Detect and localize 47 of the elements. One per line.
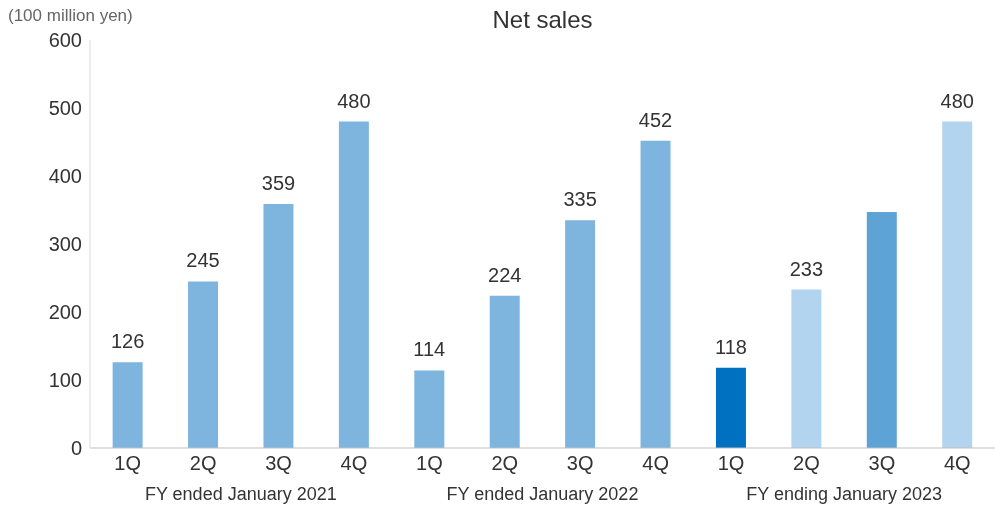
- data-label: 224: [488, 263, 522, 286]
- bar: [942, 121, 973, 448]
- data-label: 118: [715, 335, 747, 358]
- x-tick-label: 1Q: [717, 452, 745, 475]
- data-label: 452: [638, 108, 673, 131]
- bar: [640, 140, 671, 448]
- bar: [112, 362, 143, 448]
- y-tick-label: 300: [48, 233, 82, 256]
- x-tick-label: 3Q: [566, 452, 594, 475]
- data-label: 480: [337, 89, 371, 112]
- x-tick-label: 3Q: [868, 452, 896, 475]
- y-tick-label: 0: [70, 437, 82, 460]
- bar: [188, 281, 219, 448]
- x-tick-label: 2Q: [491, 452, 519, 475]
- bar: [338, 121, 369, 448]
- y-tick-label: 100: [48, 369, 82, 392]
- bar: [565, 220, 596, 448]
- bar: [489, 295, 520, 448]
- text: FY ended January 2022: [445, 484, 640, 505]
- bar: [866, 212, 897, 448]
- data-label: 359: [261, 171, 296, 194]
- y-axis-title: (100 million yen): [8, 6, 133, 26]
- y-tick-label: 200: [48, 301, 82, 324]
- x-tick-label: 2Q: [189, 452, 217, 475]
- data-label: 126: [110, 330, 145, 353]
- x-tick-label: 4Q: [943, 452, 971, 475]
- data-label: 480: [940, 89, 974, 112]
- chart-title: Net sales: [492, 6, 593, 33]
- data-label: 114: [413, 338, 446, 361]
- y-tick-label: 500: [48, 97, 82, 120]
- y-tick-label: 400: [48, 165, 82, 188]
- data-label: 233: [789, 257, 824, 280]
- data-label: 335: [563, 188, 597, 211]
- text: FY ended January 2021: [143, 484, 338, 505]
- bar: [715, 367, 746, 448]
- x-tick-label: 4Q: [642, 452, 669, 475]
- x-tick-label: 1Q: [416, 452, 443, 475]
- x-tick-label: 4Q: [340, 452, 368, 475]
- x-tick-label: 1Q: [114, 452, 142, 475]
- text: FY ending January 2023: [745, 484, 944, 505]
- x-tick-label: 3Q: [265, 452, 292, 475]
- bar: [414, 370, 445, 448]
- data-label: 245: [186, 249, 220, 272]
- bar: [263, 203, 294, 448]
- y-tick-label: 600: [48, 29, 82, 52]
- bar: [791, 289, 822, 448]
- x-tick-label: 2Q: [793, 452, 820, 475]
